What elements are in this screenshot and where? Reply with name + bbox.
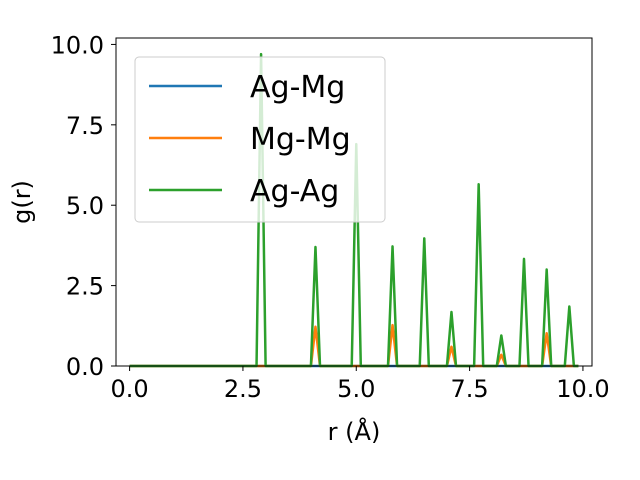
legend-items: Ag-Mg Mg-Mg Ag-Ag (149, 70, 351, 209)
y-tick-label: 2.5 (66, 273, 104, 301)
x-tick-label: 7.5 (451, 375, 489, 403)
y-axis-label: g(r) (8, 180, 36, 224)
x-tick-label: 0.0 (111, 375, 149, 403)
y-axis-ticks: 0.0 2.5 5.0 7.5 10.0 (51, 31, 116, 381)
x-axis-ticks: 0.0 2.5 5.0 7.5 10.0 (111, 366, 610, 403)
legend-label-mg-mg: Mg-Mg (250, 122, 351, 157)
legend-label-ag-ag: Ag-Ag (250, 174, 339, 209)
legend-label-ag-mg: Ag-Mg (250, 70, 345, 105)
x-tick-label: 2.5 (224, 375, 262, 403)
legend-box (134, 56, 386, 223)
legend: Ag-Mg Mg-Mg Ag-Ag (134, 56, 386, 223)
y-tick-label: 10.0 (51, 31, 104, 59)
series-line-ag-ag (129, 52, 579, 368)
x-tick-label: 5.0 (337, 375, 375, 403)
y-tick-label: 7.5 (66, 112, 104, 140)
y-tick-label: 5.0 (66, 192, 104, 220)
x-axis-label: r (Å) (328, 417, 381, 446)
y-tick-label: 0.0 (66, 353, 104, 381)
x-tick-label: 10.0 (556, 375, 609, 403)
plot-frame (115, 37, 593, 367)
